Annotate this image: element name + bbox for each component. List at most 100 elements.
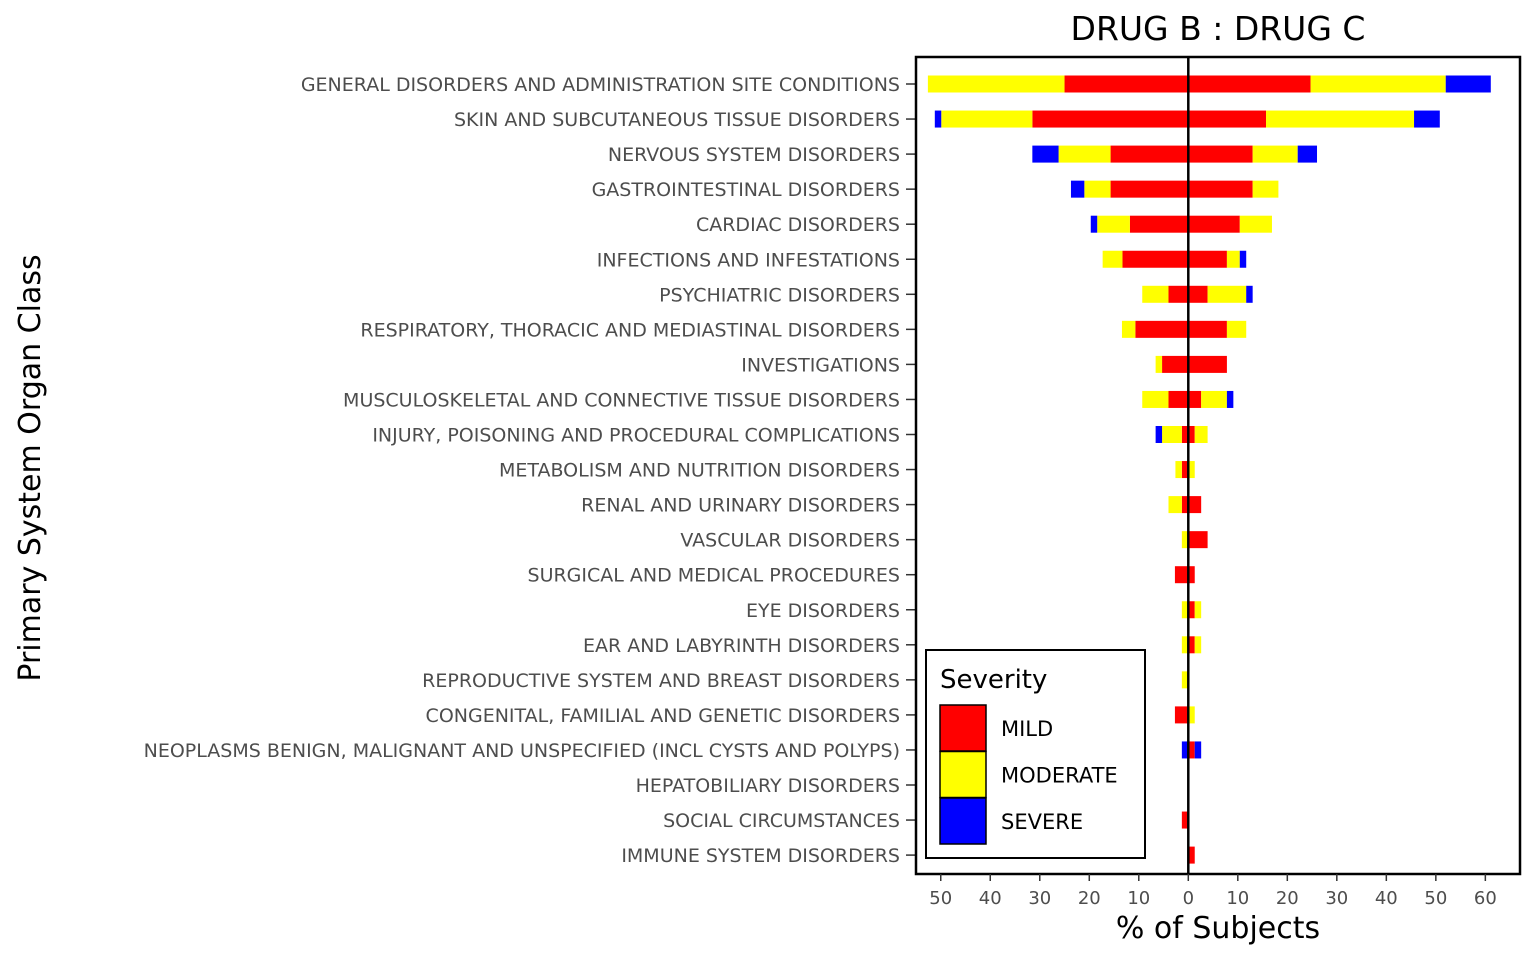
bar-mild-left [1122, 250, 1189, 268]
x-tick-label: 30 [1028, 888, 1051, 909]
bar-mild-right [1188, 390, 1202, 408]
bar-mild-right [1188, 426, 1195, 443]
x-tick-label: 20 [1276, 888, 1299, 909]
bar-moderate-right [1201, 390, 1227, 408]
bar-severe-right [1445, 75, 1491, 93]
bar-moderate-left [1181, 636, 1189, 654]
bar-severe-left [1090, 215, 1098, 233]
bar-severe-left [1155, 426, 1163, 443]
bar-mild-left [1110, 145, 1189, 163]
x-tick-label: 40 [1375, 888, 1398, 909]
category-label: NERVOUS SYSTEM DISORDERS [608, 144, 900, 166]
category-label: INVESTIGATIONS [741, 354, 900, 376]
bar-moderate-left [1121, 320, 1136, 338]
bar-mild-right [1188, 320, 1227, 338]
bar-mild-right [1188, 215, 1240, 233]
category-label: CONGENITAL, FAMILIAL AND GENETIC DISORDE… [426, 705, 900, 727]
bar-mild-right [1188, 355, 1227, 373]
bar-mild-left [1181, 496, 1189, 514]
bar-mild-left [1064, 75, 1189, 93]
x-tick-label: 10 [1127, 888, 1150, 909]
bar-mild-left [1129, 215, 1189, 233]
bar-mild-right [1188, 75, 1311, 93]
x-tick-label: 10 [1226, 888, 1249, 909]
bar-mild-right [1188, 846, 1195, 864]
bar-moderate-left [927, 75, 1065, 93]
bar-moderate-right [1239, 215, 1272, 233]
category-label: EAR AND LABYRINTH DISORDERS [583, 635, 900, 657]
bar-moderate-left [1168, 496, 1182, 514]
bar-mild-left [1110, 180, 1189, 198]
category-label: SOCIAL CIRCUMSTANCES [663, 810, 900, 832]
bar-mild-left [1135, 320, 1189, 338]
legend-swatch-severe [939, 797, 987, 845]
bar-moderate-right [1226, 250, 1240, 268]
legend-items: MILD MODERATE SEVERE [939, 704, 1118, 845]
category-label: SURGICAL AND MEDICAL PROCEDURES [528, 565, 900, 587]
bar-severe-right [1246, 285, 1253, 303]
bar-mild-left [1181, 426, 1189, 443]
bar-mild-right [1188, 741, 1195, 759]
bar-severe-right [1297, 145, 1318, 163]
category-label: SKIN AND SUBCUTANEOUS TISSUE DISORDERS [454, 109, 900, 131]
legend-swatch-moderate [939, 750, 987, 799]
bar-severe-right [1226, 390, 1234, 408]
bar-mild-right [1188, 110, 1267, 128]
category-label: GENERAL DISORDERS AND ADMINISTRATION SIT… [301, 74, 900, 96]
bar-moderate-left [1162, 426, 1182, 443]
bar-moderate-left [1181, 531, 1189, 549]
x-tick-label: 50 [929, 888, 952, 909]
bar-moderate-left [1142, 285, 1169, 303]
bar-moderate-right [1194, 636, 1202, 654]
bar-moderate-left [1142, 390, 1169, 408]
x-tick-label: 20 [1078, 888, 1101, 909]
bar-mild-right [1188, 496, 1202, 514]
bar-severe-left [1181, 741, 1189, 759]
bar-severe-right [1194, 741, 1202, 759]
bar-mild-left [1174, 566, 1189, 584]
x-axis-title: % of Subjects [1116, 911, 1320, 946]
bar-severe-right [1239, 250, 1247, 268]
category-label: VASCULAR DISORDERS [680, 530, 900, 552]
bar-mild-right [1188, 180, 1253, 198]
bar-mild-left [1181, 811, 1189, 829]
bar-moderate-left [941, 110, 1033, 128]
bar-mild-right [1188, 601, 1195, 619]
category-label: INJURY, POISONING AND PROCEDURAL COMPLIC… [372, 425, 900, 447]
bar-severe-left [1032, 145, 1059, 163]
category-label: METABOLISM AND NUTRITION DISORDERS [499, 460, 900, 482]
bar-moderate-left [1084, 180, 1111, 198]
bar-moderate-right [1194, 426, 1208, 443]
legend-label-moderate: MODERATE [1001, 764, 1118, 788]
legend: Severity MILD MODERATE SEVERE [925, 649, 1146, 859]
bar-moderate-right [1188, 706, 1195, 724]
bar-moderate-right [1266, 110, 1415, 128]
bar-moderate-left [1155, 355, 1163, 373]
category-label: EYE DISORDERS [746, 600, 900, 622]
bar-moderate-left [1102, 250, 1123, 268]
bar-mild-left [1162, 355, 1189, 373]
x-axis-ticks: 50 40 30 20 10 0 10 20 30 40 50 60 [929, 874, 1497, 909]
category-label: CARDIAC DISORDERS [696, 214, 900, 236]
bar-mild-left [1181, 461, 1189, 479]
plot-panel [914, 55, 1522, 876]
chart-title: DRUG B : DRUG C [1071, 9, 1366, 48]
bar-moderate-left [1097, 215, 1130, 233]
bar-severe-left [1070, 180, 1085, 198]
x-tick-label: 0 [1183, 888, 1194, 909]
legend-title: Severity [940, 665, 1047, 695]
bar-moderate-left [1181, 601, 1189, 619]
bar-mild-left [1174, 706, 1189, 724]
bar-mild-right [1188, 636, 1195, 654]
bar-moderate-left [1175, 461, 1182, 479]
bar-moderate-right [1310, 75, 1446, 93]
bar-moderate-right [1252, 145, 1298, 163]
category-label: RENAL AND URINARY DISORDERS [581, 495, 900, 517]
category-label: NEOPLASMS BENIGN, MALIGNANT AND UNSPECIF… [144, 740, 900, 762]
category-labels: GENERAL DISORDERS AND ADMINISTRATION SIT… [144, 74, 900, 867]
category-label: GASTROINTESTINAL DISORDERS [592, 179, 900, 201]
x-tick-label: 60 [1474, 888, 1497, 909]
bar-mild-left [1032, 110, 1189, 128]
y-axis-title: Primary System Organ Class [13, 254, 48, 681]
